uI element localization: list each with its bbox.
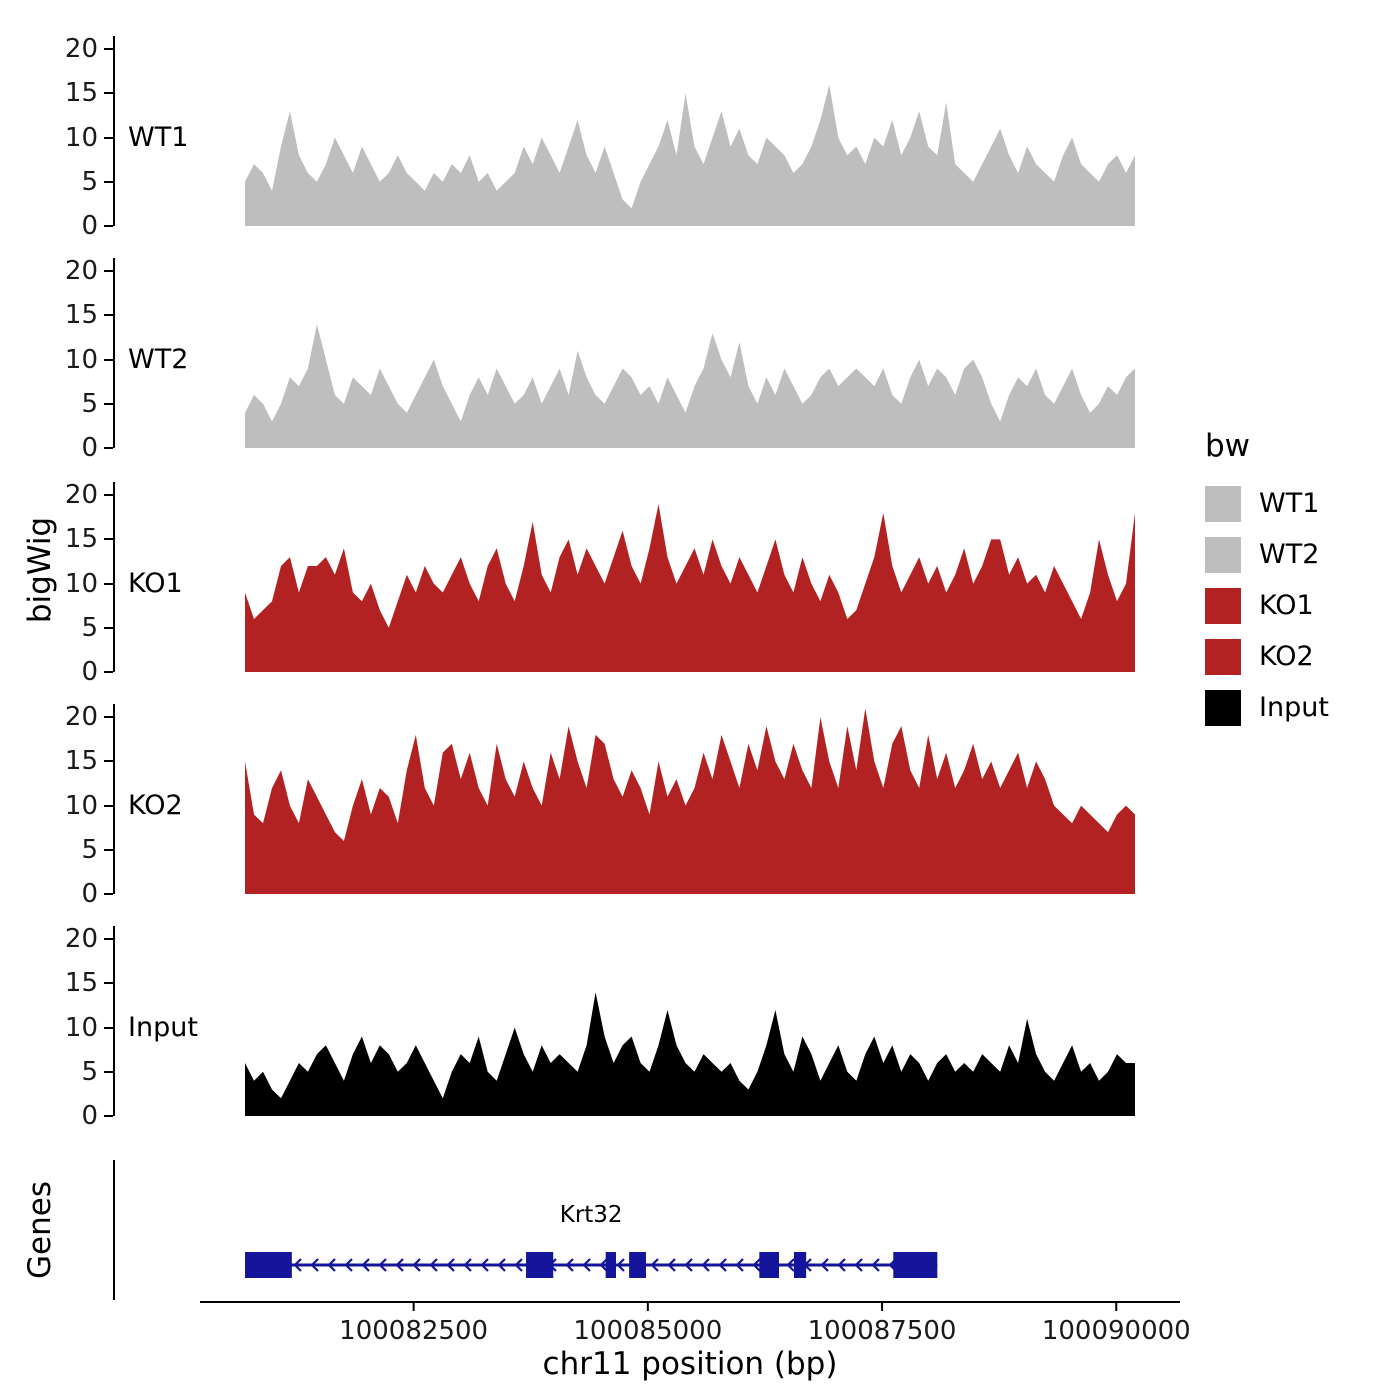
coverage-area-wt2 (245, 324, 1135, 448)
y-tick (104, 358, 113, 361)
x-axis-title: chr11 position (bp) (542, 1346, 838, 1382)
legend: bw WT1 WT2 KO1 KO2 Input (1205, 428, 1329, 733)
y-tick (104, 1070, 113, 1073)
track-panel-input: 0 5 10 15 20 Input (0, 924, 1200, 1130)
y-tick-label: 10 (64, 344, 98, 375)
coverage-area-input (245, 992, 1135, 1116)
y-tick-label: 0 (81, 879, 98, 909)
y-axis-line (113, 36, 115, 226)
y-tick (104, 582, 113, 585)
svg-text:100090000: 100090000 (1042, 1316, 1191, 1346)
y-tick-label: 20 (64, 34, 98, 65)
y-tick-label: 0 (81, 657, 98, 687)
svg-text:100082500: 100082500 (339, 1316, 488, 1346)
y-tick-label: 20 (64, 256, 98, 287)
y-tick-label: 15 (64, 746, 98, 777)
track-label-input: Input (128, 1011, 198, 1043)
legend-swatch-ko1 (1205, 587, 1241, 624)
y-axis-line (113, 926, 115, 1116)
legend-title: bw (1205, 428, 1251, 464)
y-tick (104, 48, 113, 51)
coverage-area-wt1 (245, 84, 1135, 226)
legend-label: KO2 (1259, 641, 1314, 672)
svg-text:100085000: 100085000 (573, 1316, 722, 1346)
coverage-area-ko2 (245, 708, 1135, 894)
gene-track: Krt32 (245, 1202, 938, 1278)
y-tick (104, 136, 113, 139)
y-tick-label: 0 (81, 211, 98, 241)
y-tick-label: 15 (64, 78, 98, 109)
y-tick (104, 982, 113, 985)
y-tick-label: 15 (64, 300, 98, 331)
y-tick-label: 15 (64, 524, 98, 555)
track-panel-ko2: 0 5 10 15 20 KO2 (0, 702, 1200, 908)
y-tick-label: 0 (81, 1101, 98, 1131)
svg-text:100087500: 100087500 (808, 1316, 957, 1346)
y-tick (104, 1115, 113, 1117)
track-panel-wt2: 0 5 10 15 20 WT2 (0, 256, 1200, 462)
y-tick (104, 270, 113, 273)
y-tick (104, 402, 113, 405)
legend-swatch-wt1 (1205, 485, 1241, 522)
y-tick-label: 10 (64, 1012, 98, 1043)
y-tick-label: 15 (64, 968, 98, 999)
y-tick (104, 938, 113, 941)
y-tick-label: 20 (64, 702, 98, 733)
y-tick (104, 180, 113, 183)
y-tick-label: 5 (81, 388, 98, 419)
y-tick (104, 760, 113, 763)
legend-item-wt1: WT1 (1205, 478, 1329, 529)
legend-swatch-ko2 (1205, 638, 1241, 675)
legend-label: WT1 (1259, 488, 1320, 519)
y-tick (104, 538, 113, 541)
y-tick-label: 10 (64, 568, 98, 599)
y-tick-label: 10 (64, 122, 98, 153)
y-tick-label: 20 (64, 480, 98, 511)
y-tick-label: 5 (81, 166, 98, 197)
track-label-wt2: WT2 (128, 343, 189, 375)
y-tick-label: 5 (81, 1056, 98, 1087)
x-axis: 100082500 100085000 100087500 100090000 (200, 1301, 1191, 1346)
legend-item-wt2: WT2 (1205, 529, 1329, 580)
track-panel-ko1: 0 5 10 15 20 KO1 (0, 480, 1200, 686)
y-tick (104, 848, 113, 851)
legend-item-ko1: KO1 (1205, 580, 1329, 631)
legend-item-ko2: KO2 (1205, 631, 1329, 682)
track-label-wt1: WT1 (128, 121, 189, 153)
coverage-area-ko1 (245, 504, 1135, 672)
y-tick (104, 225, 113, 227)
y-tick (104, 716, 113, 719)
y-tick (104, 92, 113, 95)
legend-label: KO1 (1259, 590, 1314, 621)
y-axis-line (113, 258, 115, 448)
legend-label: WT2 (1259, 539, 1320, 570)
legend-label: Input (1259, 692, 1329, 723)
legend-swatch-wt2 (1205, 536, 1241, 573)
y-tick (104, 804, 113, 807)
y-tick (104, 494, 113, 497)
legend-items: WT1 WT2 KO1 KO2 Input (1205, 478, 1329, 733)
y-tick (104, 671, 113, 673)
track-label-ko2: KO2 (128, 789, 183, 821)
y-tick-label: 10 (64, 790, 98, 821)
y-tick (104, 314, 113, 317)
y-tick-label: 20 (64, 924, 98, 955)
track-panel-wt1: 0 5 10 15 20 WT1 (0, 34, 1200, 240)
y-tick (104, 1026, 113, 1029)
y-tick (104, 626, 113, 629)
legend-swatch-input (1205, 689, 1241, 726)
y-tick-label: 0 (81, 433, 98, 463)
y-tick (104, 447, 113, 449)
y-tick-label: 5 (81, 612, 98, 643)
svg-text:Krt32: Krt32 (560, 1202, 623, 1228)
track-label-ko1: KO1 (128, 567, 183, 599)
y-axis-line (113, 704, 115, 894)
y-axis-line (113, 482, 115, 672)
y-tick (104, 893, 113, 895)
legend-item-input: Input (1205, 682, 1329, 733)
y-tick-label: 5 (81, 834, 98, 865)
genes-axis-line (113, 1160, 115, 1300)
